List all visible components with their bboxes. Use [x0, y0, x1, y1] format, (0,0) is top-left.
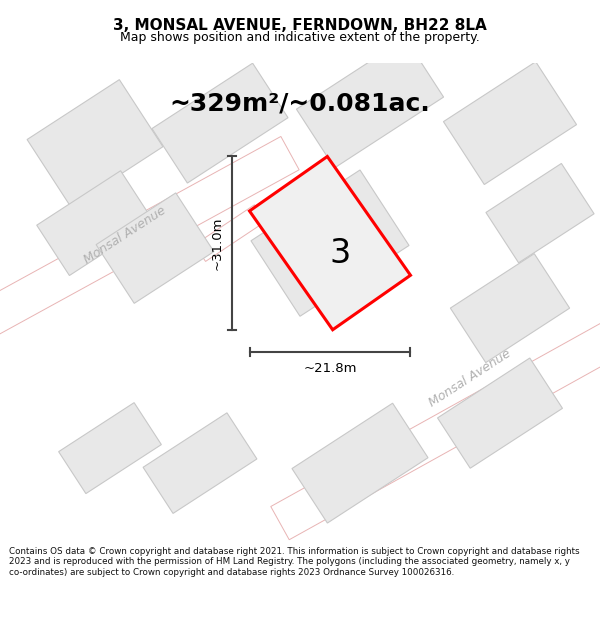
Polygon shape — [443, 62, 577, 184]
Text: Monsal Avenue: Monsal Avenue — [427, 347, 514, 409]
Polygon shape — [451, 254, 569, 362]
Polygon shape — [194, 205, 266, 261]
Polygon shape — [143, 413, 257, 513]
Polygon shape — [96, 193, 214, 303]
Text: ~31.0m: ~31.0m — [211, 216, 224, 270]
Polygon shape — [152, 63, 288, 183]
Polygon shape — [271, 306, 600, 540]
Text: Map shows position and indicative extent of the property.: Map shows position and indicative extent… — [120, 31, 480, 44]
Text: 3: 3 — [329, 237, 350, 269]
Polygon shape — [0, 136, 299, 340]
Text: Monsal Avenue: Monsal Avenue — [82, 204, 169, 266]
Polygon shape — [486, 164, 594, 262]
Text: 3, MONSAL AVENUE, FERNDOWN, BH22 8LA: 3, MONSAL AVENUE, FERNDOWN, BH22 8LA — [113, 18, 487, 32]
Polygon shape — [59, 402, 161, 494]
Polygon shape — [251, 170, 409, 316]
Text: Contains OS data © Crown copyright and database right 2021. This information is : Contains OS data © Crown copyright and d… — [9, 547, 580, 577]
Polygon shape — [296, 38, 443, 168]
Polygon shape — [250, 156, 410, 330]
Polygon shape — [437, 358, 562, 468]
Text: ~21.8m: ~21.8m — [303, 362, 357, 375]
Polygon shape — [27, 79, 163, 207]
Polygon shape — [292, 403, 428, 523]
Text: ~329m²/~0.081ac.: ~329m²/~0.081ac. — [170, 91, 430, 115]
Polygon shape — [37, 171, 153, 276]
